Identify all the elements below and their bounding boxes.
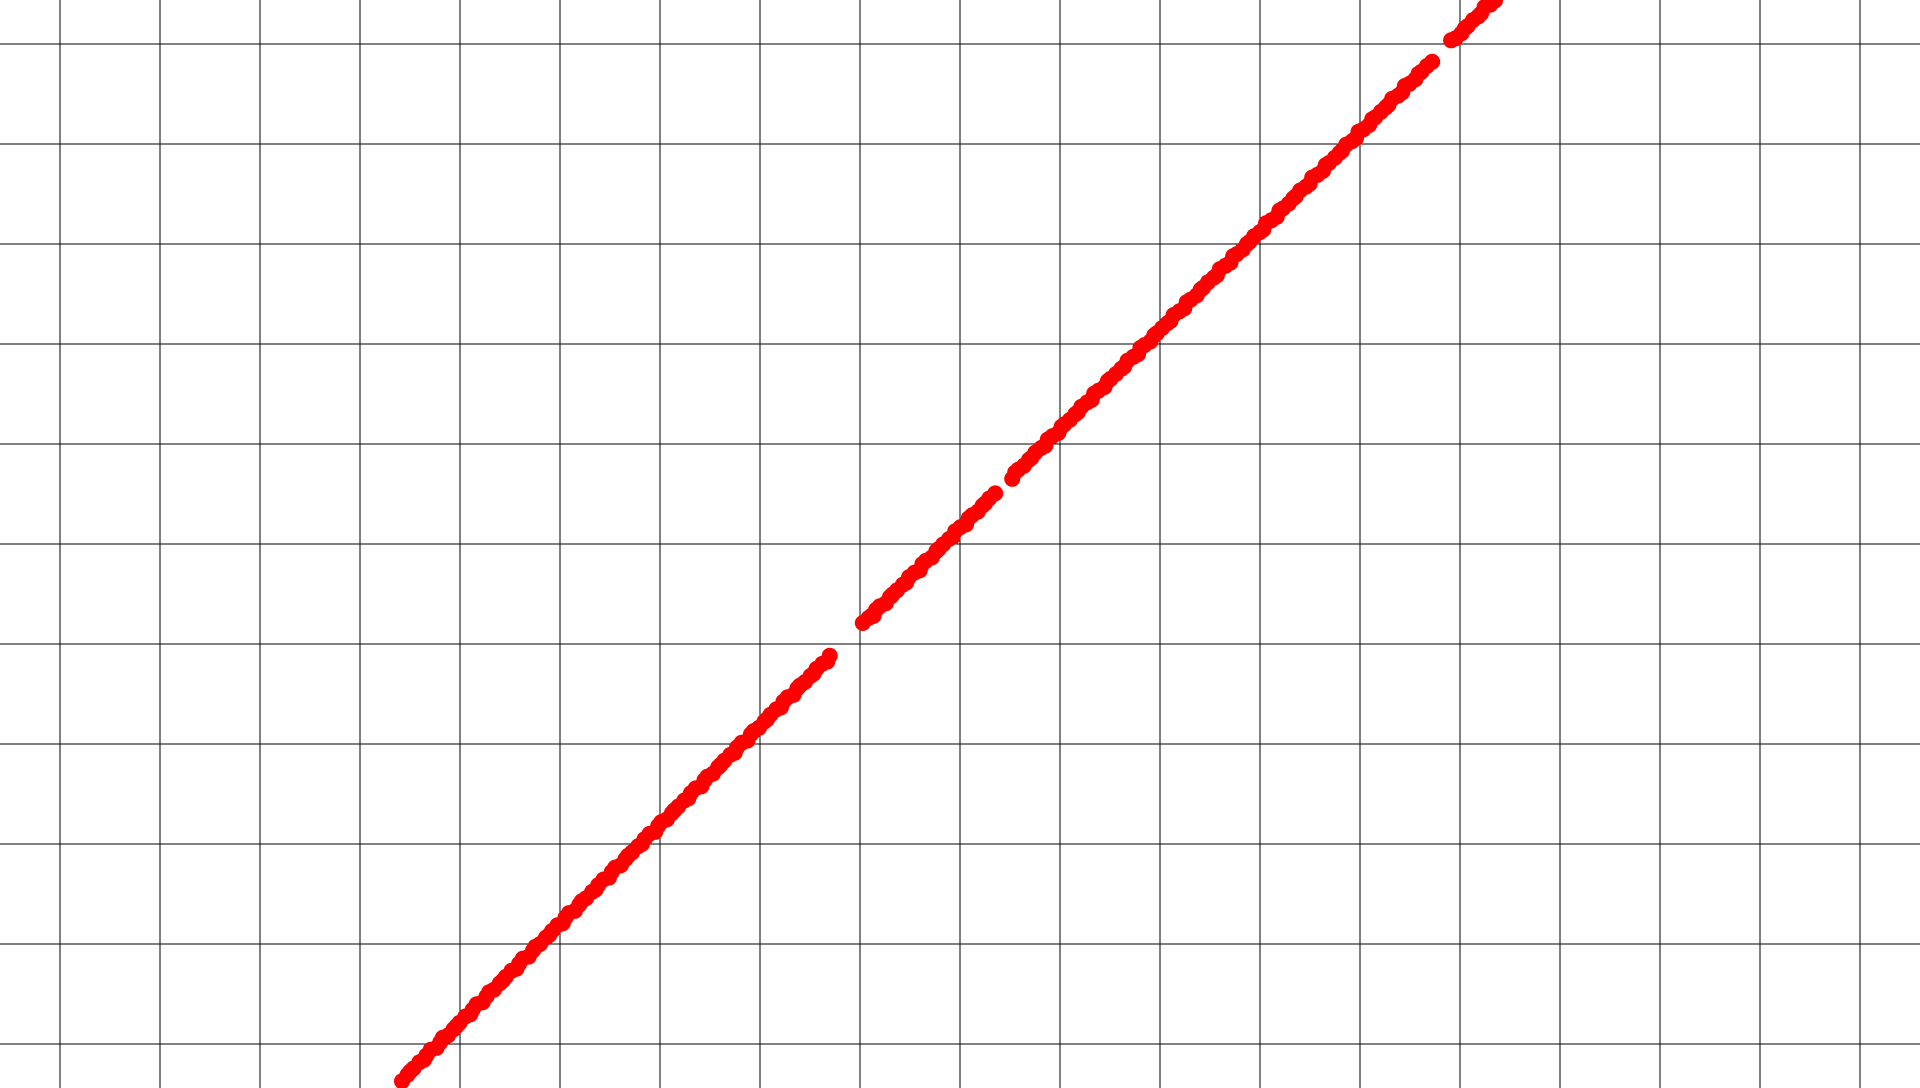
trace-dot — [863, 607, 880, 624]
trace-dot — [1424, 53, 1441, 70]
trace-dot — [987, 485, 1004, 502]
trace-dot — [883, 588, 900, 605]
trace-dot — [821, 647, 838, 664]
trace-dot — [1487, 0, 1503, 9]
red-trace — [394, 0, 1503, 1088]
